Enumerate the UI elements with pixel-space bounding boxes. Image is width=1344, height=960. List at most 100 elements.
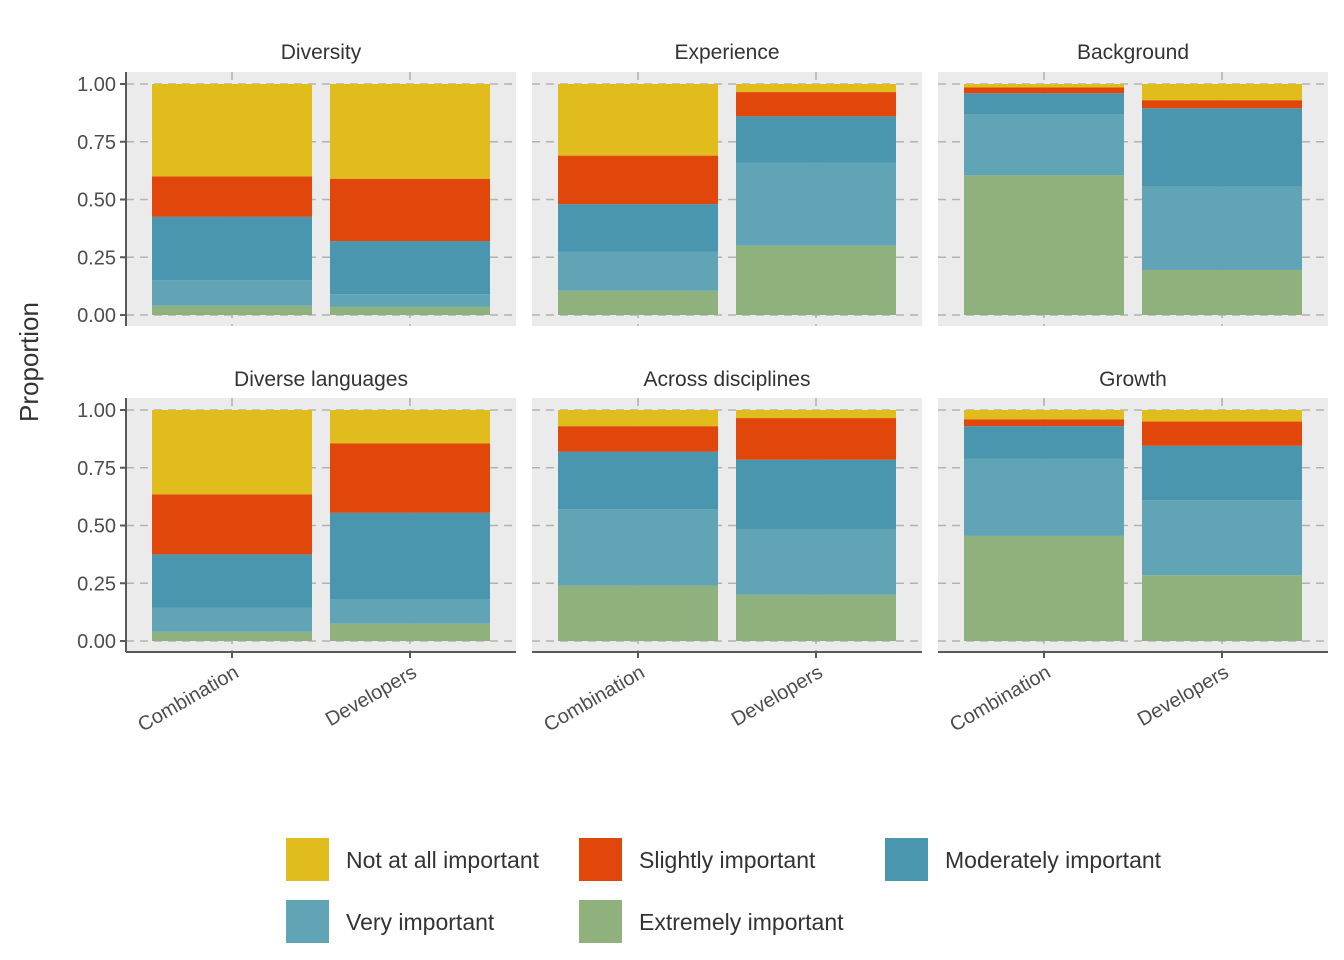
y-tick-label: 0.75 [77, 458, 116, 480]
bar-segment [152, 631, 312, 641]
bar-segment [330, 178, 490, 242]
x-tick-label: Developers [728, 661, 827, 731]
x-tick-label: Developers [322, 661, 421, 731]
bar-segment [558, 509, 718, 586]
facet-panels: Diversity 0.00 0.25 0.50 0.75 1.00 Experience B… [77, 41, 1328, 736]
legend-swatch [286, 838, 329, 881]
bar-segment [964, 114, 1124, 176]
bar-segment [558, 251, 718, 291]
bar-segment [736, 84, 896, 93]
facet-title: Across disciplines [644, 368, 811, 391]
bar-segment [964, 175, 1124, 315]
bar-segment [330, 512, 490, 600]
bar-segment [964, 93, 1124, 115]
legend-label: Very important [346, 909, 495, 935]
legend-item: Moderately important [885, 838, 1162, 881]
legend-label: Moderately important [945, 847, 1162, 873]
y-tick-label: 0.25 [77, 247, 116, 269]
bar-segment [736, 418, 896, 460]
bar-segment [152, 280, 312, 306]
y-tick-label: 0.75 [77, 132, 116, 154]
bar-segment [964, 419, 1124, 427]
bar-segment [736, 528, 896, 595]
facet-title: Growth [1099, 368, 1167, 391]
facet-panel: Experience [532, 41, 922, 326]
x-tick-label: Combination [946, 661, 1054, 736]
legend-label: Not at all important [346, 847, 540, 873]
bar-segment [1142, 100, 1302, 109]
bar-segment [558, 410, 718, 427]
y-tick-label: 1.00 [77, 400, 116, 422]
bar-segment [736, 92, 896, 117]
bar-segment [1142, 500, 1302, 576]
bar-segment [330, 306, 490, 315]
bar-segment [964, 84, 1124, 88]
bar-segment [330, 443, 490, 513]
bar-segment [330, 84, 490, 179]
legend-item: Extremely important [579, 900, 844, 943]
y-tick-label: 0.00 [77, 305, 116, 327]
bar-segment [1142, 108, 1302, 187]
legend-swatch [286, 900, 329, 943]
bar-segment [964, 458, 1124, 536]
legend-item: Very important [286, 900, 495, 943]
facet-panel: Diverse languages 0.00 0.25 0.50 0.75 1.00 Com… [77, 368, 516, 736]
y-tick-label: 0.00 [77, 631, 116, 653]
bar-segment [558, 585, 718, 641]
legend-item: Slightly important [579, 838, 816, 881]
facet-title: Diversity [281, 41, 362, 64]
bar-segment [736, 459, 896, 529]
y-axis-label: Proportion [14, 302, 44, 422]
bar-segment [1142, 445, 1302, 501]
bar-segment [152, 84, 312, 177]
bar-segment [736, 245, 896, 315]
facet-title: Diverse languages [234, 368, 408, 391]
legend-swatch [885, 838, 928, 881]
legend-label: Extremely important [639, 909, 844, 935]
bar-segment [152, 305, 312, 315]
bar-segment [1142, 421, 1302, 446]
bar-segment [152, 607, 312, 632]
bar-segment [1142, 186, 1302, 270]
legend: Not at all important Slightly important Mo… [286, 838, 1162, 943]
bar-segment [736, 410, 896, 419]
bar-segment [558, 204, 718, 252]
facet-panel: Diversity 0.00 0.25 0.50 0.75 1.00 [77, 41, 516, 327]
bar-segment [330, 623, 490, 641]
bar-segment [964, 410, 1124, 420]
bar-segment [558, 451, 718, 510]
x-tick-label: Combination [134, 661, 242, 736]
bar-segment [558, 84, 718, 156]
facet-panel: Growth Combination Developers [938, 368, 1328, 736]
bar-segment [330, 410, 490, 444]
bar-segment [152, 410, 312, 495]
legend-swatch [579, 900, 622, 943]
bar-segment [1142, 84, 1302, 101]
bar-segment [152, 176, 312, 217]
bar-segment [558, 155, 718, 205]
bar-segment [736, 116, 896, 163]
bar-segment [152, 554, 312, 608]
bar-segment [558, 290, 718, 315]
facet-panel: Background [938, 41, 1328, 326]
bar-segment [964, 87, 1124, 94]
facet-title: Experience [674, 41, 779, 64]
bar-segment [1142, 269, 1302, 315]
y-tick-label: 0.25 [77, 573, 116, 595]
x-tick-label: Combination [540, 661, 648, 736]
y-tick-label: 0.50 [77, 190, 116, 212]
x-tick-label: Developers [1134, 661, 1233, 731]
bar-segment [964, 426, 1124, 459]
bar-segment [152, 494, 312, 555]
legend-label: Slightly important [639, 847, 816, 873]
bar-segment [152, 216, 312, 281]
bar-segment [964, 535, 1124, 641]
legend-item: Not at all important [286, 838, 540, 881]
bar-segment [330, 241, 490, 295]
bar-segment [736, 594, 896, 641]
bar-segment [736, 162, 896, 246]
bar-segment [330, 294, 490, 307]
bar-segment [1142, 575, 1302, 641]
facet-title: Background [1077, 41, 1189, 64]
